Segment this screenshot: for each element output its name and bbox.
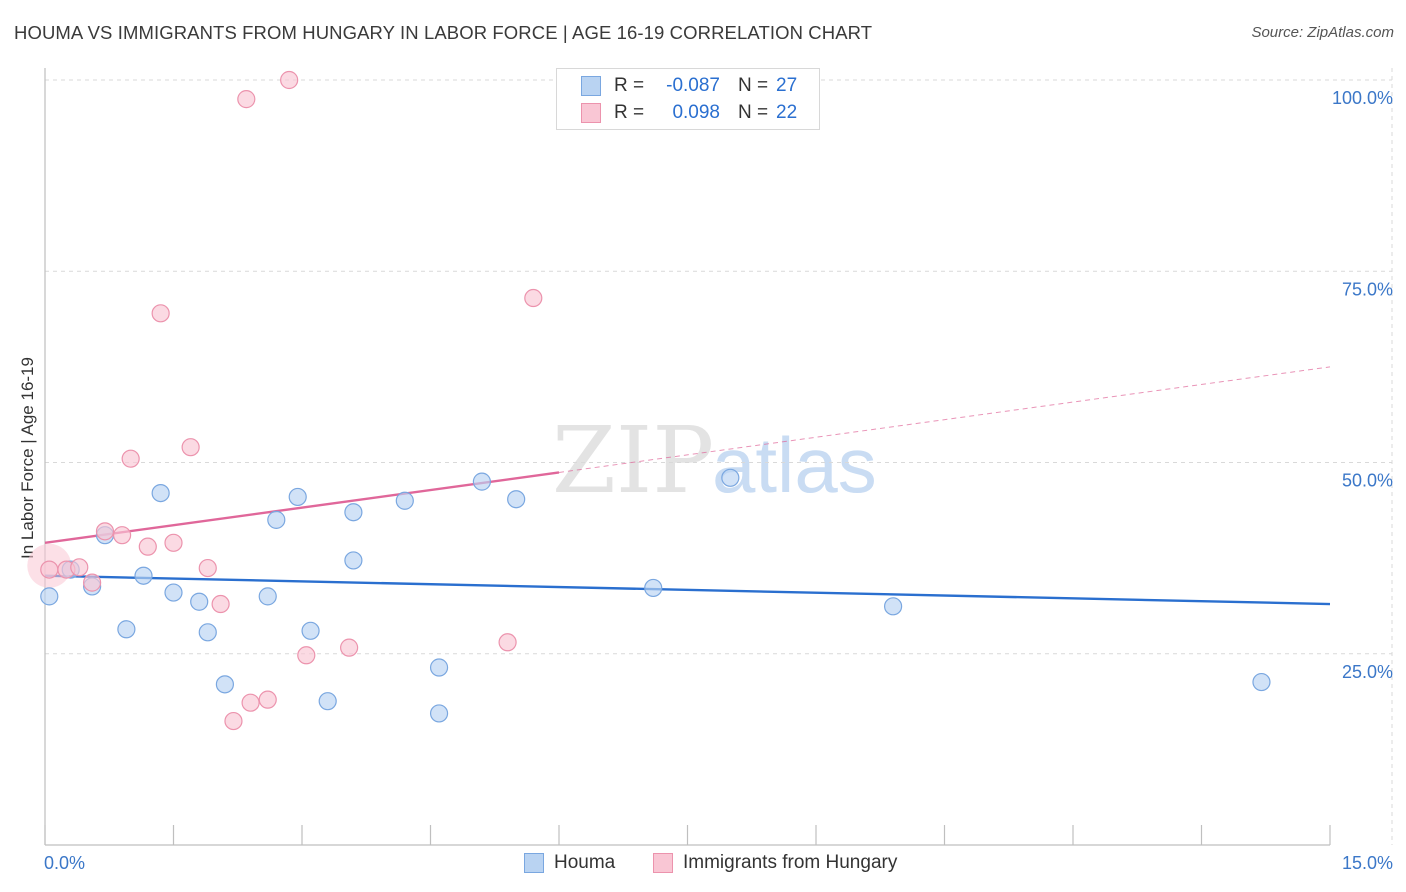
- legend-n-value: 22: [776, 102, 798, 123]
- hungary-point: [138, 537, 157, 556]
- houma-point: [40, 587, 59, 606]
- series-legend-label: Houma: [554, 852, 616, 873]
- houma-point: [215, 675, 234, 694]
- data-points: [27, 70, 1271, 731]
- gridlines: [45, 68, 1393, 845]
- trend-line-extension: [558, 366, 1331, 473]
- hungary-point: [211, 594, 230, 614]
- hungary-point: [181, 438, 200, 457]
- tick-labels: 25.0% 50.0% 75.0% 100.0% 0.0% 15.0%: [44, 88, 1393, 873]
- y-tick-label: 25.0%: [1342, 662, 1393, 682]
- houma-point: [151, 484, 170, 503]
- y-tick-label: 100.0%: [1332, 88, 1393, 108]
- hungary-point: [70, 558, 89, 577]
- series-legend-houma[interactable]: Houma: [524, 852, 615, 874]
- houma-point: [164, 583, 183, 602]
- hungary-point: [95, 522, 115, 541]
- hungary-point: [237, 90, 256, 109]
- y-tick-label: 75.0%: [1342, 279, 1393, 299]
- hungary-point: [498, 633, 517, 652]
- hungary-point: [297, 646, 316, 665]
- watermark-zip: ZIP: [552, 407, 714, 514]
- houma-swatch: [581, 76, 601, 96]
- y-tick-label: 50.0%: [1342, 471, 1393, 491]
- hungary-point: [340, 638, 359, 657]
- houma-point: [1252, 672, 1271, 692]
- axes: [44, 68, 1331, 846]
- legend-r-label: R =: [614, 102, 645, 123]
- houma-point: [258, 587, 277, 606]
- correlation-legend: R = -0.087 N = 27 R = 0.098 N = 22: [556, 68, 820, 130]
- hungary-point: [121, 449, 140, 468]
- watermark-atlas: atlas: [712, 421, 877, 509]
- hungary-point: [83, 573, 102, 592]
- legend-n-value: 27: [776, 75, 798, 96]
- source-label: Source: ZipAtlas.com: [1251, 24, 1394, 41]
- houma-point: [190, 592, 209, 611]
- houma-point: [301, 621, 320, 640]
- houma-point: [198, 623, 217, 642]
- series-legend-label: Immigrants from Hungary: [683, 852, 898, 873]
- houma-point: [429, 658, 449, 677]
- houma-point: [644, 578, 663, 598]
- legend-row-houma: R = -0.087 N = 27: [581, 73, 797, 99]
- houma-point: [721, 468, 740, 487]
- trend-line: [44, 574, 1331, 606]
- houma-point: [267, 510, 286, 529]
- houma-point: [429, 704, 449, 723]
- legend-r-label: R =: [614, 75, 645, 96]
- hungary-point: [241, 693, 260, 712]
- series-legend-hungary[interactable]: Immigrants from Hungary: [653, 852, 897, 874]
- watermark: ZIP atlas: [552, 407, 877, 514]
- hungary-point: [40, 560, 59, 579]
- hungary-swatch: [653, 853, 673, 873]
- legend-n-label: N =: [738, 75, 769, 96]
- hungary-point: [224, 711, 243, 731]
- chart-title: HOUMA VS IMMIGRANTS FROM HUNGARY IN LABO…: [14, 22, 873, 43]
- series-legend: Houma Immigrants from Hungary: [0, 852, 1406, 878]
- hungary-swatch: [581, 103, 601, 123]
- hungary-point: [112, 526, 132, 545]
- legend-n-label: N =: [738, 102, 769, 123]
- houma-point: [472, 472, 491, 491]
- hungary-point: [524, 288, 543, 308]
- houma-point: [134, 566, 153, 585]
- legend-row-hungary: R = 0.098 N = 22: [581, 100, 797, 126]
- x-tick-label: 0.0%: [44, 853, 85, 873]
- houma-point: [344, 551, 363, 570]
- houma-point: [318, 692, 337, 711]
- houma-point: [883, 597, 903, 616]
- houma-point: [507, 490, 526, 509]
- hungary-point: [151, 304, 170, 323]
- houma-point: [395, 491, 414, 510]
- legend-r-value: 0.098: [672, 102, 720, 123]
- houma-point: [117, 620, 136, 639]
- legend-r-value: -0.087: [666, 75, 720, 96]
- houma-swatch: [524, 853, 544, 873]
- hungary-point: [280, 70, 299, 90]
- x-tick-label: 15.0%: [1342, 853, 1393, 873]
- hungary-point: [198, 558, 217, 578]
- hungary-point: [164, 533, 183, 552]
- houma-point: [288, 487, 307, 507]
- hungary-point: [258, 690, 277, 709]
- houma-point: [344, 503, 363, 522]
